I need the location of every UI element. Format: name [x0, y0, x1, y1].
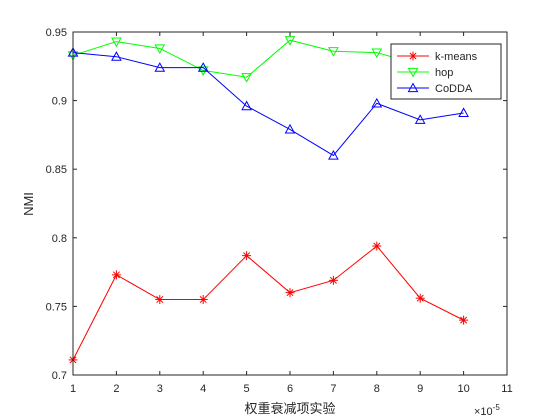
series-layer: [67, 36, 469, 365]
x-tick-label: 8: [374, 383, 380, 395]
data-point-marker: [284, 123, 296, 134]
x-tick-label: 6: [287, 383, 293, 395]
data-point-marker: [458, 107, 469, 118]
legend-label: CoDDA: [435, 83, 473, 95]
data-point-marker-stroke: [416, 294, 424, 302]
y-tick-label: 0.75: [46, 301, 67, 313]
x-axis-title: 权重衰减项实验: [244, 401, 335, 416]
data-point-marker: [111, 51, 122, 61]
data-point-marker: [285, 288, 295, 298]
data-point-marker-stroke: [112, 271, 120, 279]
legend-entry: CoDDA: [397, 82, 473, 95]
legend-entry: hop: [397, 67, 453, 79]
x-tick-label: 11: [501, 383, 512, 395]
x-tick-label: 4: [200, 383, 206, 395]
data-point-marker: [111, 270, 121, 280]
axes-layer: 1 2 3 4 5 6 7 8 9 10 11 0.7 0.75 0.8 0.85 0.9 0.95: [46, 27, 513, 395]
legend-swatch-marker-stroke: [409, 52, 417, 60]
y-axis-title: NMI: [21, 192, 36, 216]
data-point-marker: [328, 275, 338, 285]
legend-entry: k-means: [397, 51, 478, 63]
data-point-marker: [372, 241, 382, 251]
data-point-marker: [459, 315, 469, 325]
x-tick-label: 7: [330, 383, 336, 395]
legend-label: hop: [435, 67, 453, 79]
data-point-marker: [154, 44, 166, 54]
y-tick-label: 0.8: [52, 233, 67, 245]
data-point-marker: [155, 295, 165, 305]
data-point-marker-stroke: [243, 252, 251, 260]
series-k-means: [68, 241, 469, 365]
x-tick-label: 10: [457, 383, 469, 395]
data-point-marker: [284, 36, 296, 46]
data-point-marker: [328, 47, 339, 57]
y-tick-label: 0.9: [52, 96, 67, 108]
series-codda: [67, 47, 469, 160]
data-point-marker: [197, 62, 209, 72]
data-point-marker-stroke: [199, 296, 207, 304]
data-point-marker: [154, 62, 166, 72]
x-tick-label: 1: [70, 383, 76, 395]
data-point-marker-stroke: [460, 316, 468, 324]
y-tick-label: 0.7: [52, 370, 67, 382]
y-tick-label: 0.85: [46, 164, 67, 176]
series-line: [72, 52, 464, 157]
data-point-marker: [371, 97, 383, 108]
x-tick-label: 9: [417, 383, 423, 395]
legend-swatch-marker: [408, 51, 418, 61]
series-line: [72, 245, 464, 361]
data-point-marker: [371, 48, 383, 59]
y-tick-label: 0.95: [46, 27, 67, 39]
legend-swatch-marker: [407, 67, 419, 78]
legend-label: k-means: [435, 51, 478, 63]
data-point-marker-stroke: [156, 296, 164, 304]
x-axis-exponent-power: -5: [493, 403, 501, 412]
data-point-marker: [242, 251, 252, 261]
data-point-marker-stroke: [329, 276, 337, 284]
data-point-marker: [328, 149, 339, 160]
data-point-marker: [241, 73, 252, 83]
x-axis-exponent-base: ×10: [474, 406, 493, 418]
data-point-marker-stroke: [373, 242, 381, 250]
x-tick-label: 3: [157, 383, 163, 395]
x-tick-label: 2: [113, 383, 119, 395]
x-axis-exponent: ×10-5: [474, 403, 500, 418]
data-point-marker: [241, 100, 252, 111]
data-point-marker: [414, 114, 426, 124]
data-point-marker-stroke: [286, 289, 294, 297]
data-point-marker: [415, 293, 425, 303]
x-tick-label: 5: [244, 383, 250, 395]
data-point-marker: [198, 295, 208, 305]
legend: k-means hop CoDDA: [390, 43, 502, 100]
legend-swatch-marker: [407, 82, 419, 93]
data-point-marker: [111, 37, 122, 48]
